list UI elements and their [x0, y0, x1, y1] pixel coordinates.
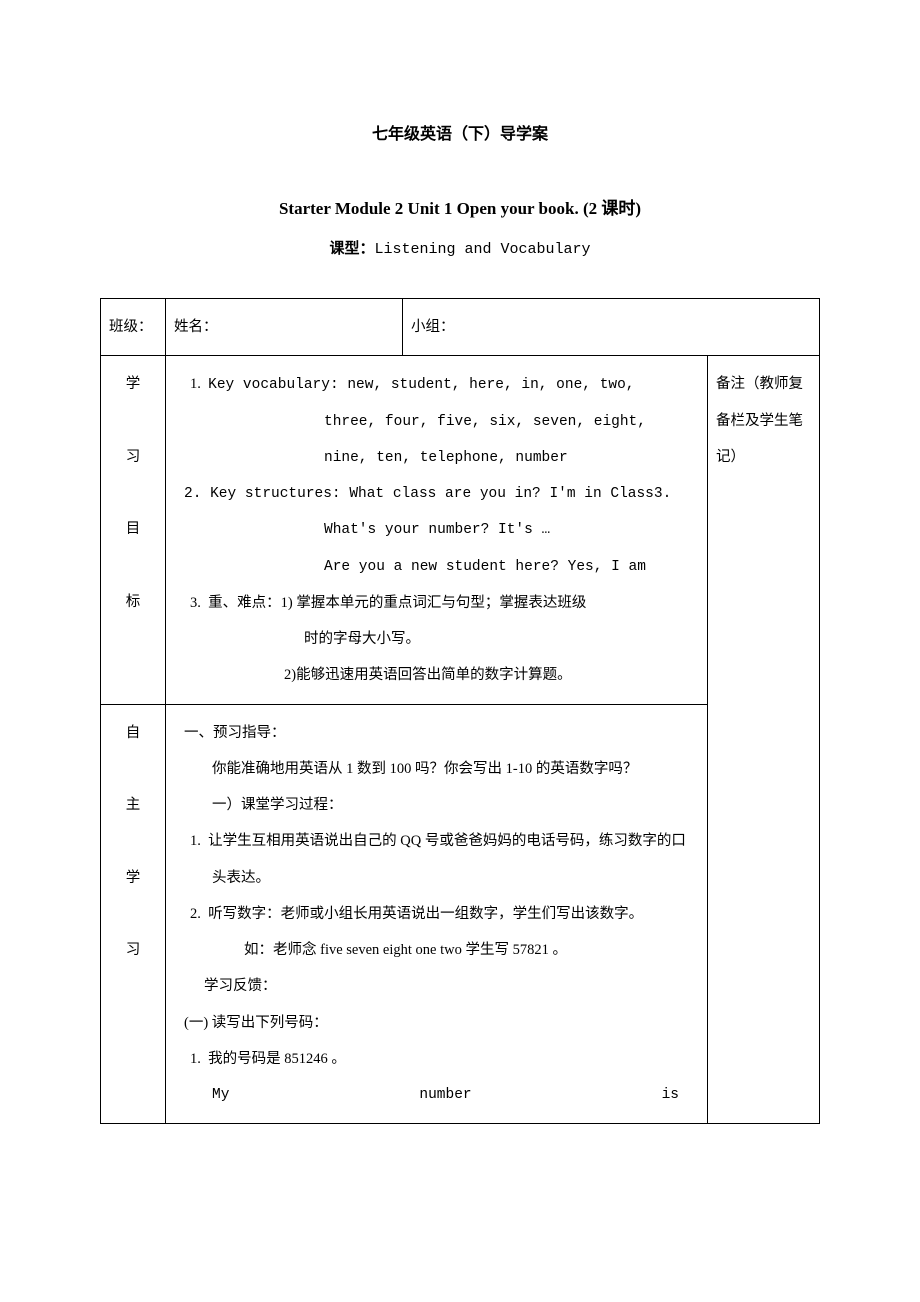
obj-line1b: three, four, five, six, seven, eight,	[184, 404, 689, 440]
obj3-prefix: 3.	[190, 595, 201, 611]
doc-subtitle: Starter Module 2 Unit 1 Open your book. …	[100, 194, 820, 219]
pre-q: 你能准确地用英语从 1 数到 100 吗？你会写出 1-10 的英语数字吗？	[184, 751, 689, 787]
num1-text: 我的号码是 851246 。	[208, 1051, 346, 1067]
ans-is: is	[662, 1077, 679, 1113]
feedback: 学习反馈：	[184, 968, 689, 1004]
obj-line2c: Are you a new student here? Yes, I am	[184, 549, 689, 585]
class-label: 班级：	[109, 319, 153, 335]
name-label: 姓名：	[174, 319, 218, 335]
ans-number: number	[419, 1077, 471, 1113]
num1-ans: My number is	[184, 1077, 689, 1113]
group-cell: 小组：	[403, 299, 820, 356]
ss-item2-ex: 如：老师念 five seven eight one two 学生写 57821…	[184, 932, 689, 968]
obj-line3: 3. 重、难点：1) 掌握本单元的重点词汇与句型；掌握表达班级	[184, 585, 689, 621]
num1-prefix: 1.	[190, 1051, 201, 1067]
objectives-row: 学习目标 1. Key vocabulary: new, student, he…	[101, 356, 820, 704]
ss-item2: 2. 听写数字：老师或小组长用英语说出一组数字，学生们写出该数字。	[184, 896, 689, 932]
obj1-prefix: 1.	[190, 376, 201, 392]
doc-title: 七年级英语（下）导学案	[100, 120, 820, 144]
pre-title: 一、预习指导：	[184, 715, 689, 751]
obj-line2b: What's your number? It's …	[184, 512, 689, 548]
selfstudy-content: 一、预习指导： 你能准确地用英语从 1 数到 100 吗？你会写出 1-10 的…	[166, 704, 708, 1124]
header-row: 班级： 姓名： 小组：	[101, 299, 820, 356]
name-cell: 姓名：	[166, 299, 403, 356]
obj-line3c: 2)能够迅速用英语回答出简单的数字计算题。	[184, 657, 689, 693]
selfstudy-block: 一、预习指导： 你能准确地用英语从 1 数到 100 吗？你会写出 1-10 的…	[174, 715, 699, 1114]
obj-line1c: nine, ten, telephone, number	[184, 440, 689, 476]
ss1-text: 让学生互相用英语说出自己的 QQ 号或爸爸妈妈的电话号码，练习数字的口头表达。	[208, 833, 686, 885]
obj-line3b: 时的字母大小写。	[184, 621, 689, 657]
obj1-text: Key vocabulary: new, student, here, in, …	[208, 377, 634, 393]
class-type-value: Listening and Vocabulary	[374, 241, 590, 258]
ss1-prefix: 1.	[190, 833, 201, 849]
obj-line2: 2. Key structures: What class are you in…	[184, 476, 689, 512]
objectives-content: 1. Key vocabulary: new, student, here, i…	[166, 356, 708, 704]
objectives-block: 1. Key vocabulary: new, student, here, i…	[174, 366, 699, 693]
selfstudy-side: 自主学习	[101, 704, 166, 1124]
main-table: 班级： 姓名： 小组： 学习目标 1. Key vocabulary: new,…	[100, 298, 820, 1124]
subsec: (一) 读写出下列号码：	[184, 1005, 689, 1041]
class-type-label: 课型：	[329, 241, 374, 257]
obj-line1: 1. Key vocabulary: new, student, here, i…	[184, 366, 689, 403]
class-cell: 班级：	[101, 299, 166, 356]
ss-item1: 1. 让学生互相用英语说出自己的 QQ 号或爸爸妈妈的电话号码，练习数字的口头表…	[184, 823, 689, 896]
group-label: 小组：	[411, 319, 455, 335]
obj3-text: 重、难点：1) 掌握本单元的重点词汇与句型；掌握表达班级	[208, 595, 586, 611]
section-a: 一）课堂学习过程：	[184, 787, 689, 823]
page: 七年级英语（下）导学案 Starter Module 2 Unit 1 Open…	[0, 0, 920, 1302]
num1: 1. 我的号码是 851246 。	[184, 1041, 689, 1077]
objectives-side: 学习目标	[101, 356, 166, 704]
ss2-text: 听写数字：老师或小组长用英语说出一组数字，学生们写出该数字。	[208, 906, 643, 922]
ss2-prefix: 2.	[190, 906, 201, 922]
notes-cell: 备注（教师复备栏及学生笔记）	[708, 356, 820, 1124]
ans-my: My	[212, 1077, 229, 1113]
class-type: 课型：Listening and Vocabulary	[100, 237, 820, 258]
